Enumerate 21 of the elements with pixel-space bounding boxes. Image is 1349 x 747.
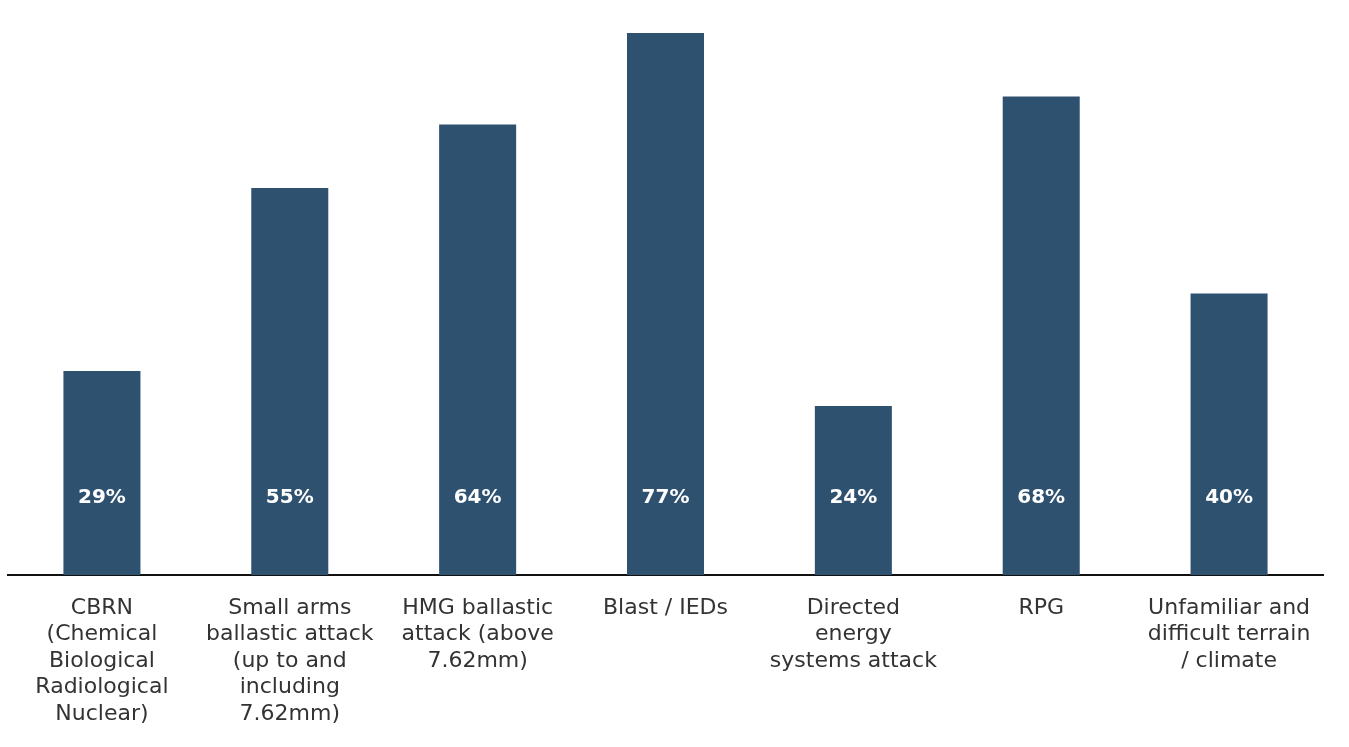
bar [1002, 96, 1080, 575]
bar [626, 33, 705, 575]
bar [63, 370, 141, 575]
data-label: 29% [77, 484, 126, 509]
bar [814, 406, 892, 575]
x-tick-label: RPG [1018, 593, 1065, 619]
x-tick-label: Small arms ballastic attack (up to and including 7.62mm) [206, 593, 374, 725]
x-tick-label: CBRN (Chemical Biological Radiological Nuclear) [35, 593, 169, 725]
data-label: 77% [641, 484, 690, 509]
data-label: 24% [829, 484, 878, 509]
x-tick-label: Blast / IEDs [603, 593, 728, 619]
bar [439, 124, 517, 575]
data-label: 68% [1017, 484, 1066, 509]
data-label: 55% [265, 484, 314, 509]
x-tick-label: Directed energy systems attack [769, 593, 938, 672]
x-tick-label: HMG ballastic attack (above 7.62mm) [401, 593, 554, 672]
bar [251, 187, 329, 575]
data-label: 64% [453, 484, 502, 509]
data-label: 40% [1205, 484, 1254, 509]
x-tick-label: Unfamiliar and difficult terrain / climate [1147, 593, 1311, 672]
bar [1190, 293, 1268, 575]
